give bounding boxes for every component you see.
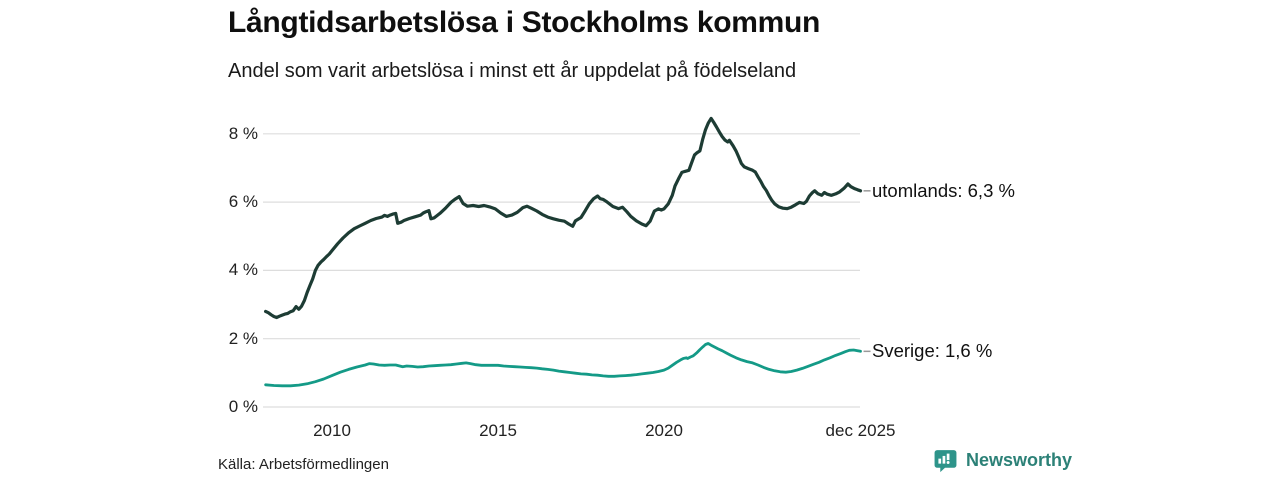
brand-name: Newsworthy xyxy=(966,450,1073,470)
source-note: Källa: Arbetsförmedlingen xyxy=(218,456,389,473)
line-utomlands xyxy=(264,116,863,320)
line-Sverige xyxy=(264,342,862,388)
x-axis-label: 2020 xyxy=(645,421,683,440)
x-axis-label: 2010 xyxy=(313,421,351,440)
newsworthy-brand: Newsworthy xyxy=(933,448,1072,473)
newsworthy-logo-icon xyxy=(934,450,957,473)
x-axis-label: 2015 xyxy=(479,421,517,440)
chart-title: Långtidsarbetslösa i Stockholms kommun xyxy=(228,6,821,39)
x-axis-label: dec 2025 xyxy=(825,421,896,440)
y-axis-label: 0 % xyxy=(228,397,258,416)
y-axis-label: 2 % xyxy=(228,328,258,348)
series-end-label-utomlands: utomlands: 6,3 % xyxy=(872,179,1015,201)
y-axis-label: 6 % xyxy=(228,192,258,212)
series-end-label-sverige: Sverige: 1,6 % xyxy=(872,340,993,362)
chart-subtitle: Andel som varit arbetslösa i minst ett å… xyxy=(228,60,797,82)
y-axis-label: 8 % xyxy=(228,123,258,143)
y-axis-label: 4 % xyxy=(228,260,258,280)
